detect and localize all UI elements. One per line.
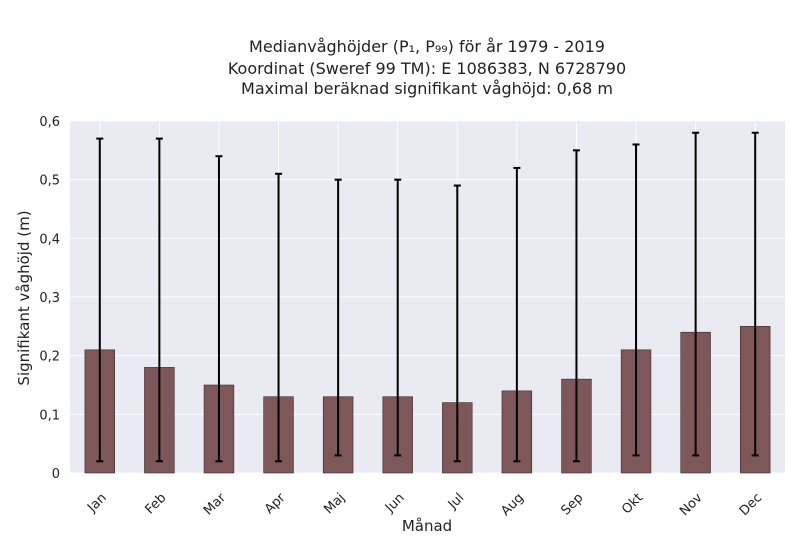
- x-tick-label: Jul: [445, 491, 467, 513]
- x-tick-label: Okt: [619, 491, 646, 518]
- error-bars: [96, 131, 759, 463]
- x-tick-label: Aug: [498, 491, 527, 520]
- y-tick-label: 0: [52, 467, 60, 482]
- x-tick-label: Jun: [382, 491, 408, 517]
- error-bar-apr: [275, 172, 283, 463]
- y-tick-label: 0,3: [39, 291, 60, 306]
- error-bar-sep: [572, 149, 580, 463]
- chart-title-line-3: Maximal beräknad signifikant våghöjd: 0,…: [241, 79, 613, 98]
- x-tick-label: Nov: [677, 490, 706, 519]
- x-tick-label: Sep: [559, 491, 587, 519]
- error-bar-okt: [632, 143, 640, 457]
- error-bar-nov: [692, 131, 700, 457]
- y-axis-ticks: 0 0,1 0,2 0,3 0,4 0,5 0,6: [39, 115, 60, 482]
- x-tick-label: Apr: [262, 490, 289, 517]
- error-bar-aug: [513, 166, 521, 463]
- error-bar-maj: [334, 178, 342, 457]
- y-axis-label: Signifikant våghöjd (m): [15, 210, 33, 385]
- chart-title-line-1: Medianvåghöjder (P₁, P₉₉) för år 1979 - …: [249, 37, 605, 56]
- x-tick-label: Feb: [142, 491, 169, 518]
- x-tick-label: Mar: [201, 490, 229, 518]
- y-tick-label: 0,2: [39, 350, 60, 365]
- error-bar-jan: [96, 137, 104, 463]
- error-bar-jun: [394, 178, 402, 457]
- x-axis-ticks: Jan Feb Mar Apr Maj Jun Jul Aug Sep Okt Nov Dec: [84, 490, 765, 519]
- x-axis-label: Månad: [402, 517, 452, 535]
- error-bar-feb: [155, 137, 163, 463]
- y-tick-label: 0,4: [39, 232, 60, 247]
- error-bar-mar: [215, 155, 223, 463]
- x-tick-label: Dec: [737, 491, 765, 519]
- chart-title-line-2: Koordinat (Sweref 99 TM): E 1086383, N 6…: [228, 59, 626, 78]
- x-tick-label: Maj: [321, 491, 348, 518]
- y-tick-label: 0,1: [39, 408, 60, 423]
- x-tick-label: Jan: [84, 491, 109, 516]
- y-tick-label: 0,6: [39, 115, 60, 130]
- y-tick-label: 0,5: [39, 174, 60, 189]
- error-bar-jul: [453, 184, 461, 463]
- error-bar-dec: [751, 131, 759, 457]
